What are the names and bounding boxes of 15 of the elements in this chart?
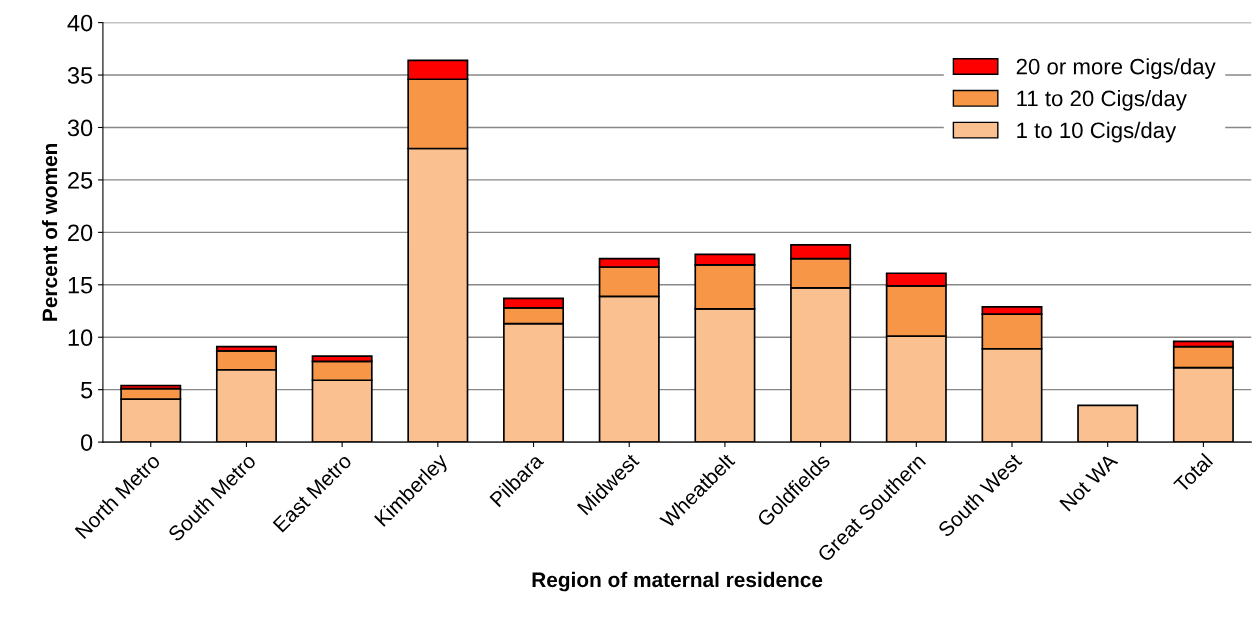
y-tick-label: 40: [67, 14, 93, 32]
y-tick-label: 10: [68, 329, 93, 347]
x-axis-title: Region of maternal residence: [532, 571, 823, 592]
y-tick-label: 15: [68, 277, 93, 294]
legend-label: 20 or more Cigs/day: [1016, 58, 1216, 79]
y-tick-label: 30: [67, 119, 93, 137]
legend-label: 11 to 20 Cigs/day: [1017, 89, 1187, 111]
x-tick-label: Not WA: [1059, 452, 1119, 512]
y-tick-label: 35: [67, 67, 93, 84]
y-tick-label: 5: [81, 381, 93, 399]
y-tick-label: 20: [68, 224, 93, 242]
y-tick-label: 25: [68, 171, 93, 189]
y-axis-title: Percent of women: [41, 143, 58, 321]
legend-label: 1 to 10 Cigs/day: [1017, 121, 1177, 143]
y-tick-label: 0: [80, 434, 93, 451]
